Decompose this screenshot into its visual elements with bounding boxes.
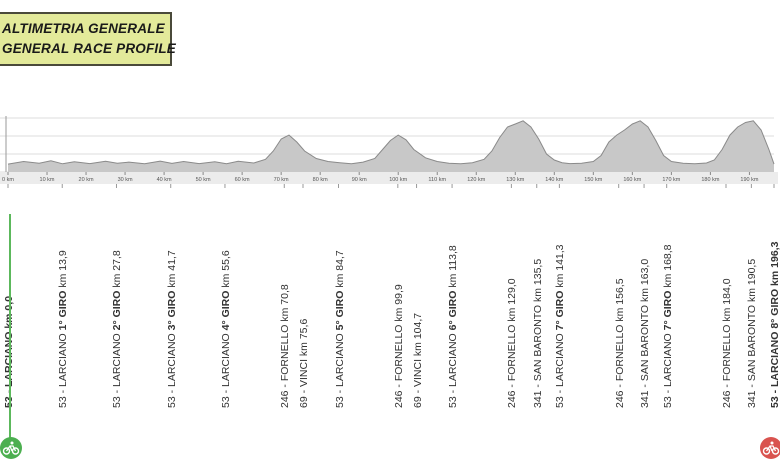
x-tick-label: 10 km [40,177,55,183]
waypoint-label: 53 - LARCIANO 5° GIRO km 84,7 [333,250,346,408]
waypoint-label: 341 - SAN BARONTO km 163,0 [639,258,652,408]
x-tick-label: 40 km [157,177,172,183]
waypoint-label: 246 - FORNELLO km 156,5 [613,278,626,408]
elevation-profile-chart: 0 km 10 km 20 km 30 km 40 km 50 km 60 km 70 km 8… [0,116,778,188]
x-tick-label: 130 km [506,177,524,183]
race-profile-title-box: ALTIMETRIA GENERALE GENERAL RACE PROFILE [0,12,177,66]
finish-cyclist-icon [760,437,780,459]
waypoint-label: 53 - LARCIANO 8° GIRO km 196,3 [769,241,780,408]
x-tick-label: 0 km [2,177,14,183]
start-marker-line [9,214,11,440]
waypoint-label: 246 - FORNELLO km 184,0 [721,278,733,408]
x-tick-label: 110 km [428,177,446,183]
x-tick-label: 60 km [235,177,250,183]
waypoint-label: 246 - FORNELLO km 129,0 [506,278,519,408]
waypoint-label: 53 - LARCIANO 1° GIRO km 13,9 [57,250,70,408]
start-cyclist-icon [0,437,22,459]
waypoint-label: 341 - SAN BARONTO km 135,5 [531,258,544,408]
x-tick-label: 170 km [662,177,680,183]
x-tick-label: 190 km [740,177,758,183]
x-tick-label: 50 km [196,177,211,183]
title-line-english: GENERAL RACE PROFILE [2,41,177,56]
title-line-italian: ALTIMETRIA GENERALE [2,21,165,36]
waypoint-label: 246 - FORNELLO km 99,9 [392,284,405,408]
x-axis-band [0,172,778,184]
x-tick-label: 90 km [352,177,367,183]
x-tick-label: 180 km [701,177,719,183]
x-tick-label: 100 km [389,177,407,183]
waypoint-label: 53 - LARCIANO 7° GIRO km 168,8 [661,244,674,408]
waypoint-label: 341 - SAN BARONTO km 190,5 [746,258,759,408]
x-tick-label: 160 km [623,177,641,183]
x-tick-label: 150 km [584,177,602,183]
elevation-line [7,120,775,165]
x-tick-label: 20 km [79,177,94,183]
waypoint-label: 53 - LARCIANO 4° GIRO km 55,6 [219,250,232,408]
x-tick-label: 70 km [274,177,289,183]
x-tick-label: 80 km [313,177,328,183]
elevation-area [8,120,774,172]
waypoint-label: 246 - FORNELLO km 70,8 [279,284,292,408]
waypoint-label: 53 - LARCIANO 2° GIRO km 27,8 [111,250,124,408]
waypoint-label: 53 - LARCIANO 3° GIRO km 41,7 [165,250,178,408]
x-tick-label: 30 km [118,177,133,183]
waypoint-label: 53 - LARCIANO 6° GIRO km 113,8 [447,245,460,408]
x-tick-label: 140 km [545,177,563,183]
waypoint-label: 53 - LARCIANO 7° GIRO km 141,3 [554,244,567,408]
waypoint-label: 69 - VINCI km 104,7 [411,312,424,408]
waypoint-label: 69 - VINCI km 75,6 [298,318,310,408]
x-tick-label: 120 km [467,177,485,183]
